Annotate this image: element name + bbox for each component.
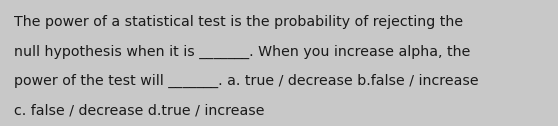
Text: null hypothesis when it is _______. When you increase alpha, the: null hypothesis when it is _______. When… [14, 45, 470, 59]
Text: power of the test will _______. a. true / decrease b.false / increase: power of the test will _______. a. true … [14, 74, 479, 88]
Text: c. false / decrease d.true / increase: c. false / decrease d.true / increase [14, 104, 264, 118]
Text: The power of a statistical test is the probability of rejecting the: The power of a statistical test is the p… [14, 15, 463, 29]
